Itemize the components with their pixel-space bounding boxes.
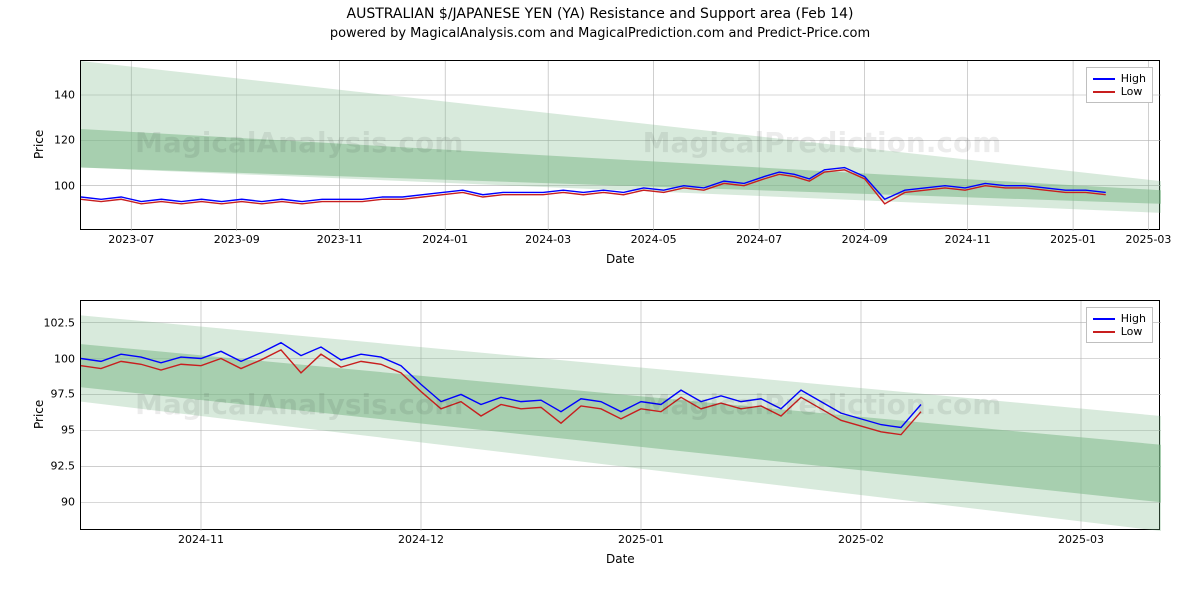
x-axis-label: Date [606,552,635,566]
y-tick: 90 [61,496,75,509]
legend-item-low: Low [1093,325,1146,338]
legend: HighLow [1086,307,1153,343]
y-tick: 102.5 [44,316,76,329]
x-tick: 2025-03 [1058,533,1104,546]
x-tick: 2025-02 [838,533,884,546]
legend-label: Low [1121,325,1143,338]
y-axis-label: Price [32,400,46,429]
bottom-chart-panel: 90 92.5 95 97.5 100 102.5 2024-11 2024-12 2025-0… [0,0,1200,600]
y-tick: 100 [54,352,75,365]
y-tick: 97.5 [51,388,76,401]
plot-svg [81,301,1161,531]
plot-area: 9092.59597.5100102.52024-112024-122025-0… [80,300,1160,530]
legend-label: High [1121,312,1146,325]
x-tick: 2024-11 [178,533,224,546]
y-tick: 92.5 [51,460,76,473]
x-tick: 2024-12 [398,533,444,546]
y-tick: 95 [61,424,75,437]
x-tick: 2025-01 [618,533,664,546]
legend-item-high: High [1093,312,1146,325]
